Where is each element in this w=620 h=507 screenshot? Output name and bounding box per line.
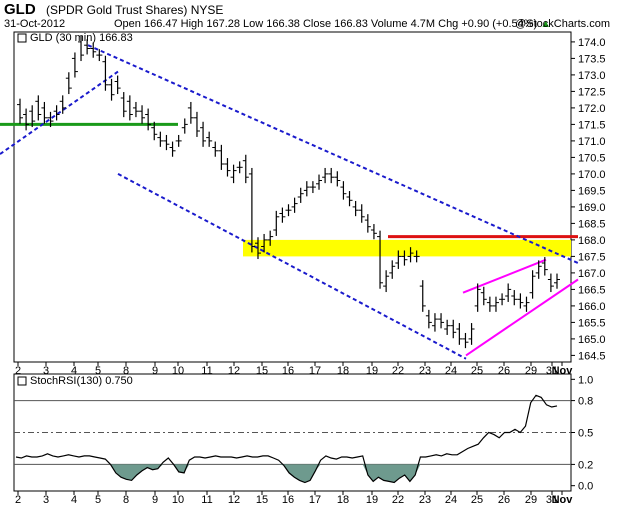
price-y-label: 166.0 <box>578 301 606 313</box>
price-y-label: 173.5 <box>578 53 606 65</box>
stochrsi-x-label: 26 <box>498 494 510 506</box>
stochrsi-x-label: 16 <box>282 494 294 506</box>
rising-trendline <box>0 70 119 155</box>
price-legend: GLD (30 min) 166.83 <box>30 32 133 44</box>
wedge-upper-line <box>462 258 547 294</box>
price-y-label: 165.0 <box>578 334 606 346</box>
price-x-label: 11 <box>201 365 212 377</box>
stochrsi-x-label: 3 <box>43 494 49 506</box>
stochrsi-legend: StochRSI(130) 0.750 <box>30 375 133 387</box>
stochrsi-legend-swatch <box>17 376 27 386</box>
chart-date: 31-Oct-2012 <box>4 18 66 30</box>
stochrsi-x-label: 29 <box>525 494 537 506</box>
price-y-label: 173.0 <box>578 70 606 82</box>
price-y-label: 164.5 <box>578 350 606 362</box>
stochrsi-x-label: 19 <box>366 494 378 506</box>
security-name: (SPDR Gold Trust Shares) NYSE <box>46 3 223 17</box>
price-y-label: 167.0 <box>578 268 606 280</box>
stochrsi-x-label: 25 <box>471 494 483 506</box>
stochrsi-x-label: 5 <box>95 494 101 506</box>
stochrsi-x-label: 31 <box>546 494 558 506</box>
ticker-symbol: GLD <box>4 1 36 18</box>
security-name-text: (SPDR Gold Trust Shares) <box>46 3 188 17</box>
price-x-label: 2 <box>15 365 21 377</box>
price-y-label: 168.5 <box>578 218 606 230</box>
stochrsi-x-label: 8 <box>123 494 129 506</box>
price-x-label: 9 <box>152 365 158 377</box>
price-x-label: 4 <box>71 365 77 377</box>
stochrsi-x-label: 18 <box>337 494 349 506</box>
stochrsi-x-label: 4 <box>71 494 77 506</box>
stochrsi-x-label: 9 <box>152 494 158 506</box>
price-y-label: 171.5 <box>578 119 606 131</box>
stochrsi-y-label: 0.8 <box>578 396 593 408</box>
stochrsi-x-label: 24 <box>445 494 457 506</box>
price-y-label: 169.5 <box>578 185 606 197</box>
stochrsi-x-label: 11 <box>201 494 212 506</box>
stochrsi-y-label: 1.0 <box>578 374 593 386</box>
wedge-lower-line <box>465 278 579 357</box>
price-x-label: 8 <box>123 365 129 377</box>
price-y-label: 174.0 <box>578 37 606 49</box>
stochrsi-x-label: 23 <box>419 494 431 506</box>
change-arrow-icon: ▲ <box>540 18 552 30</box>
price-y-label: 167.5 <box>578 251 606 263</box>
price-y-label: 172.5 <box>578 86 606 98</box>
price-y-label: 171.0 <box>578 136 606 148</box>
stochrsi-x-label: 12 <box>228 494 240 506</box>
yellow-support-zone <box>243 239 571 257</box>
price-y-label: 166.5 <box>578 284 606 296</box>
price-x-label: 3 <box>43 365 49 377</box>
quote-summary: Open 166.47 High 167.28 Low 166.38 Close… <box>114 18 551 30</box>
price-y-label: 168.0 <box>578 235 606 247</box>
channel-lower-line <box>117 173 467 360</box>
price-y-label: 169.0 <box>578 202 606 214</box>
stochrsi-y-label: 0.2 <box>578 459 593 471</box>
price-y-label: 172.0 <box>578 103 606 115</box>
price-panel-frame <box>13 31 572 363</box>
exchange: NYSE <box>190 3 224 17</box>
stochrsi-x-label: 10 <box>172 494 184 506</box>
stochrsi-x-label: Nov <box>552 494 574 506</box>
stochrsi-x-label: 22 <box>392 494 404 506</box>
price-legend-swatch <box>17 33 27 43</box>
stockcharts-logo: @StockCharts.com <box>515 18 610 30</box>
channel-upper-line <box>87 44 579 264</box>
quote-text: Open 166.47 High 167.28 Low 166.38 Close… <box>114 18 538 30</box>
stochrsi-x-label: 17 <box>309 494 321 506</box>
stochrsi-y-label: 0.5 <box>578 428 593 440</box>
stochrsi-line <box>15 394 558 484</box>
price-y-label: 165.5 <box>578 317 606 329</box>
price-x-label: 5 <box>95 365 101 377</box>
stochrsi-x-label: 15 <box>256 494 268 506</box>
price-y-label: 170.5 <box>578 152 606 164</box>
price-y-label: 170.0 <box>578 169 606 181</box>
stochrsi-x-label: 2 <box>15 494 21 506</box>
stochrsi-y-label: 0.0 <box>578 481 593 493</box>
